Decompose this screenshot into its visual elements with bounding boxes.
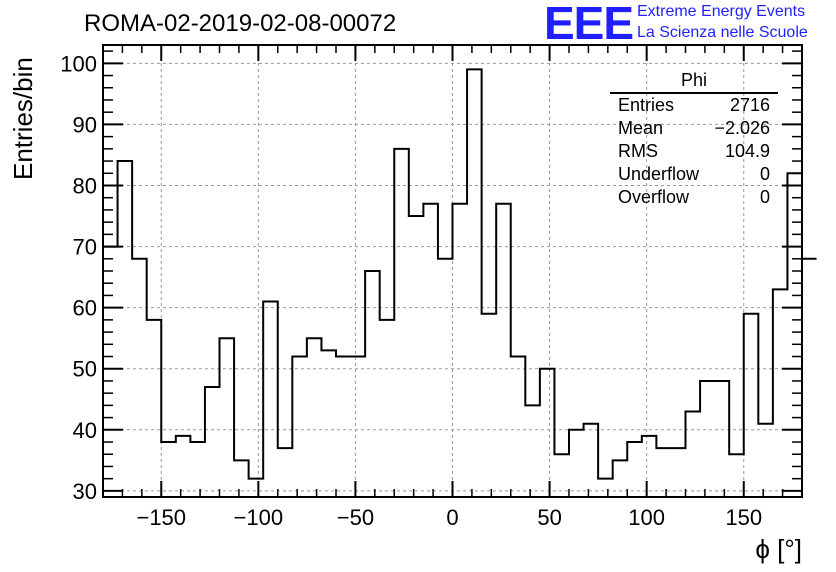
stats-value: 0: [759, 164, 770, 184]
x-tick-label: −100: [234, 505, 284, 530]
eee-logo: EEE: [544, 0, 634, 49]
x-axis-label: ϕ [°]: [755, 534, 802, 564]
stats-box: Phi Entries 2716 Mean −2.026 RMS 104.9 U…: [610, 70, 778, 209]
stats-name: Phi: [610, 70, 778, 94]
x-tick-label: 50: [537, 505, 561, 530]
axis-tick-labels: −150 −100 −50 0 50 100 150 30 40 50 60 70 80 90 100: [60, 51, 762, 530]
stats-row: Underflow 0: [610, 163, 778, 186]
brand-line-1: Extreme Energy Events: [637, 3, 806, 20]
stats-value: −2.026: [714, 118, 770, 138]
stats-row: Entries 2716: [610, 94, 778, 117]
histogram-outline: [103, 68, 817, 480]
x-tick-label: 150: [725, 505, 762, 530]
stats-value: 0: [759, 187, 770, 207]
y-tick-label: 60: [73, 296, 97, 321]
stats-key: Mean: [618, 118, 664, 138]
y-axis-label: Entries/bin: [8, 57, 38, 180]
x-tick-label: −50: [337, 505, 374, 530]
stats-row: RMS 104.9: [610, 140, 778, 163]
x-tick-label: −150: [136, 505, 186, 530]
stats-row: Mean −2.026: [610, 117, 778, 140]
stats-value: 104.9: [724, 141, 770, 161]
chart-title: ROMA-02-2019-02-08-00072: [84, 10, 397, 37]
y-tick-label: 30: [73, 479, 97, 504]
stats-key: Overflow: [618, 187, 690, 207]
y-tick-label: 50: [73, 357, 97, 382]
y-tick-label: 100: [60, 51, 97, 76]
stats-value: 2716: [729, 95, 770, 115]
y-tick-label: 40: [73, 418, 97, 443]
stats-key: Entries: [618, 95, 675, 115]
y-tick-label: 90: [73, 112, 97, 137]
stats-key: Underflow: [618, 164, 700, 184]
y-tick-label: 80: [73, 173, 97, 198]
y-tick-label: 70: [73, 235, 97, 260]
brand-line-2: La Scienza nelle Scuole: [637, 24, 808, 41]
stats-row: Overflow 0: [610, 186, 778, 209]
x-tick-label: 100: [628, 505, 665, 530]
x-tick-label: 0: [446, 505, 458, 530]
stats-key: RMS: [618, 141, 658, 161]
axis-ticks: [102, 45, 803, 497]
